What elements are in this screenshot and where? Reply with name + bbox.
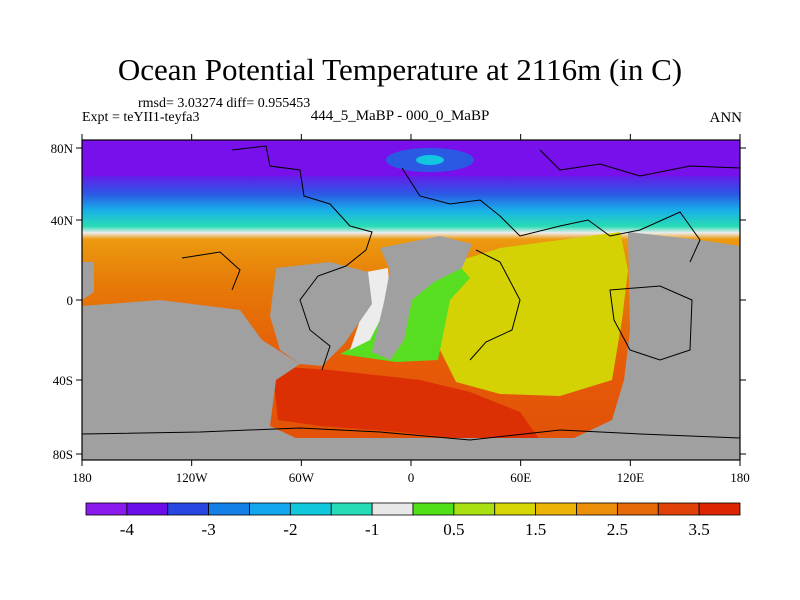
difference-label: 444_5_MaBP - 000_0_MaBP [310, 108, 490, 124]
lat-tick-label: 40S [53, 373, 73, 388]
land-west-south [82, 300, 300, 460]
colorbar-label: 1.5 [525, 520, 546, 539]
colorbar-label: -2 [283, 520, 297, 539]
colorbar-label: -1 [365, 520, 379, 539]
lon-tick-label: 120W [176, 470, 209, 485]
colorbar-swatch [453, 502, 496, 516]
experiment-label: Expt = teYII1-teyfa3 [82, 110, 200, 125]
land-west-north [82, 262, 94, 300]
colorbar-swatch [167, 502, 210, 516]
colorbar-swatch [208, 502, 250, 516]
colorbar-label: 2.5 [607, 520, 628, 539]
colorbar-swatch [330, 502, 373, 516]
colorbar-label: -3 [202, 520, 216, 539]
colorbar-swatch [126, 502, 169, 516]
statistics-text: rmsd= 3.03274 diff= 0.955453 [138, 96, 311, 111]
colorbar-label: 3.5 [689, 520, 710, 539]
colorbar-label: 0.5 [443, 520, 464, 539]
colorbar-labels: -4 -3 -2 -1 0.5 1.5 2.5 3.5 [120, 520, 710, 539]
lat-tick-label: 0 [67, 293, 74, 308]
colorbar-swatch [412, 502, 455, 516]
land-africa-west [372, 236, 472, 360]
land-east [540, 232, 740, 460]
colorbar-swatch [535, 502, 577, 516]
colorbar-swatch [576, 502, 618, 516]
lon-tick-label: 180 [72, 470, 92, 485]
lon-tick-label: 60E [510, 470, 531, 485]
land-antarctica [82, 438, 740, 460]
latitude-axis: 80N 40N 0 40S 80S [51, 141, 746, 462]
white-strip [350, 268, 390, 350]
lon-tick-label: 0 [408, 470, 415, 485]
colorbar-label: -4 [120, 520, 135, 539]
colorbar-swatch [698, 502, 741, 516]
lon-tick-label: 120E [617, 470, 645, 485]
land-americas-south [270, 262, 372, 366]
colorbar-swatch [249, 502, 291, 516]
colorbar-swatch [494, 502, 537, 516]
lat-tick-label: 40N [51, 213, 74, 228]
map-title: Ocean Potential Temperature at 2116m (in… [117, 52, 683, 87]
coastlines [82, 145, 740, 441]
lon-tick-label: 60W [289, 470, 315, 485]
map-area [82, 140, 740, 460]
colorbar-swatch [616, 502, 659, 516]
colorbar-swatch [289, 502, 332, 516]
lat-tick-label: 80S [53, 447, 73, 462]
colorbar-swatch [85, 502, 128, 516]
longitude-axis: 180 120W 60W 0 60E 120E 180 [72, 134, 750, 485]
colorbar [85, 502, 741, 516]
southern-red-band [272, 366, 540, 440]
lat-tick-label: 80N [51, 141, 74, 156]
lon-tick-label: 180 [730, 470, 750, 485]
colorbar-swatch [371, 502, 414, 516]
colorbar-swatch [657, 502, 700, 516]
season-label: ANN [709, 110, 743, 126]
land-masses [82, 232, 740, 460]
yellow-basin [430, 232, 628, 396]
